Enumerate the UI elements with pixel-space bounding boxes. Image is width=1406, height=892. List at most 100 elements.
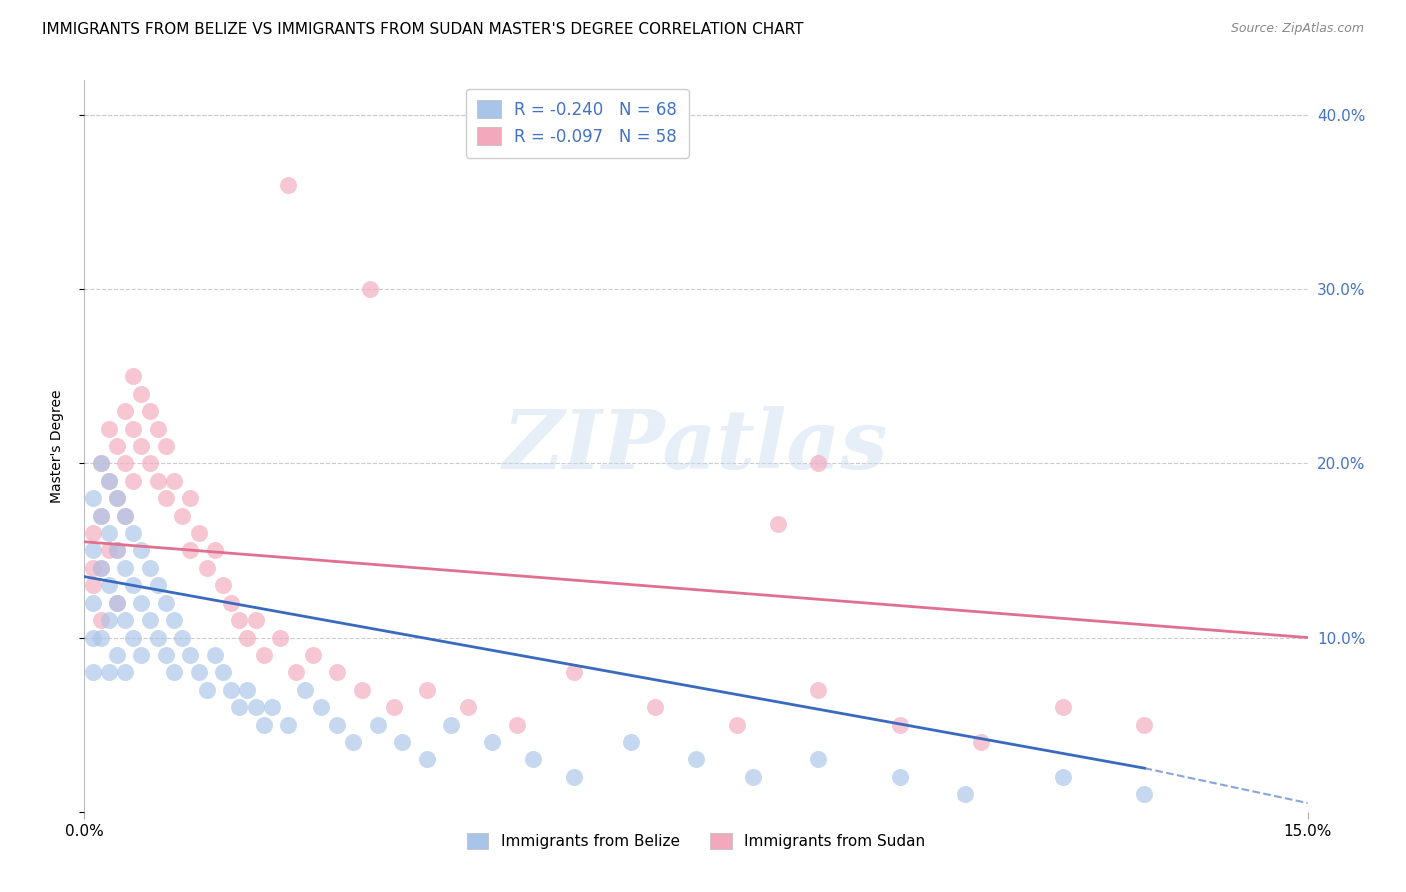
Point — [131, 386, 153, 401]
Point — [146, 421, 169, 435]
Point — [163, 474, 186, 488]
Point — [285, 665, 308, 680]
Point — [105, 543, 128, 558]
Point — [82, 631, 104, 645]
Point — [187, 526, 209, 541]
Point — [269, 631, 291, 645]
Point — [179, 543, 201, 558]
Point — [807, 682, 830, 697]
Point — [131, 596, 153, 610]
Point — [253, 717, 276, 731]
Point — [725, 717, 748, 731]
Point — [179, 648, 201, 662]
Point — [114, 613, 136, 627]
Point — [105, 439, 128, 453]
Point — [1052, 700, 1074, 714]
Point — [309, 700, 332, 714]
Point — [219, 682, 242, 697]
Point — [277, 178, 299, 192]
Legend: Immigrants from Belize, Immigrants from Sudan: Immigrants from Belize, Immigrants from … — [461, 826, 931, 855]
Text: Source: ZipAtlas.com: Source: ZipAtlas.com — [1230, 22, 1364, 36]
Point — [236, 631, 259, 645]
Point — [766, 517, 789, 532]
Point — [82, 526, 104, 541]
Point — [97, 543, 120, 558]
Point — [97, 578, 120, 592]
Point — [146, 578, 169, 592]
Point — [97, 421, 120, 435]
Point — [1133, 717, 1156, 731]
Point — [105, 648, 128, 662]
Point — [82, 596, 104, 610]
Point — [90, 561, 112, 575]
Point — [294, 682, 316, 697]
Point — [416, 682, 439, 697]
Y-axis label: Master's Degree: Master's Degree — [49, 389, 63, 503]
Point — [82, 665, 104, 680]
Point — [163, 613, 186, 627]
Point — [953, 787, 976, 801]
Point — [90, 457, 112, 471]
Point — [122, 474, 145, 488]
Point — [97, 613, 120, 627]
Point — [350, 682, 373, 697]
Point — [187, 665, 209, 680]
Point — [367, 717, 389, 731]
Point — [481, 735, 503, 749]
Point — [114, 457, 136, 471]
Point — [416, 752, 439, 766]
Point — [146, 474, 169, 488]
Point — [82, 561, 104, 575]
Point — [522, 752, 544, 766]
Point — [245, 613, 267, 627]
Text: IMMIGRANTS FROM BELIZE VS IMMIGRANTS FROM SUDAN MASTER'S DEGREE CORRELATION CHAR: IMMIGRANTS FROM BELIZE VS IMMIGRANTS FRO… — [42, 22, 804, 37]
Point — [131, 439, 153, 453]
Point — [155, 648, 177, 662]
Point — [179, 491, 201, 506]
Point — [889, 770, 911, 784]
Point — [122, 369, 145, 384]
Point — [114, 665, 136, 680]
Point — [359, 282, 381, 296]
Point — [742, 770, 765, 784]
Point — [97, 665, 120, 680]
Point — [440, 717, 463, 731]
Point — [228, 700, 250, 714]
Point — [97, 474, 120, 488]
Point — [562, 770, 585, 784]
Point — [122, 631, 145, 645]
Point — [172, 508, 194, 523]
Point — [807, 457, 830, 471]
Point — [82, 491, 104, 506]
Point — [105, 491, 128, 506]
Point — [391, 735, 413, 749]
Point — [236, 682, 259, 697]
Point — [326, 717, 349, 731]
Point — [131, 648, 153, 662]
Point — [90, 457, 112, 471]
Point — [155, 491, 177, 506]
Point — [114, 561, 136, 575]
Point — [90, 508, 112, 523]
Point — [457, 700, 479, 714]
Point — [342, 735, 364, 749]
Point — [204, 648, 226, 662]
Point — [1133, 787, 1156, 801]
Point — [114, 508, 136, 523]
Point — [138, 404, 160, 418]
Point — [105, 543, 128, 558]
Point — [644, 700, 666, 714]
Point — [970, 735, 993, 749]
Point — [562, 665, 585, 680]
Point — [195, 561, 218, 575]
Point — [1052, 770, 1074, 784]
Point — [172, 631, 194, 645]
Point — [90, 508, 112, 523]
Point — [212, 665, 235, 680]
Point — [90, 561, 112, 575]
Point — [228, 613, 250, 627]
Point — [122, 526, 145, 541]
Point — [97, 474, 120, 488]
Point — [807, 752, 830, 766]
Point — [146, 631, 169, 645]
